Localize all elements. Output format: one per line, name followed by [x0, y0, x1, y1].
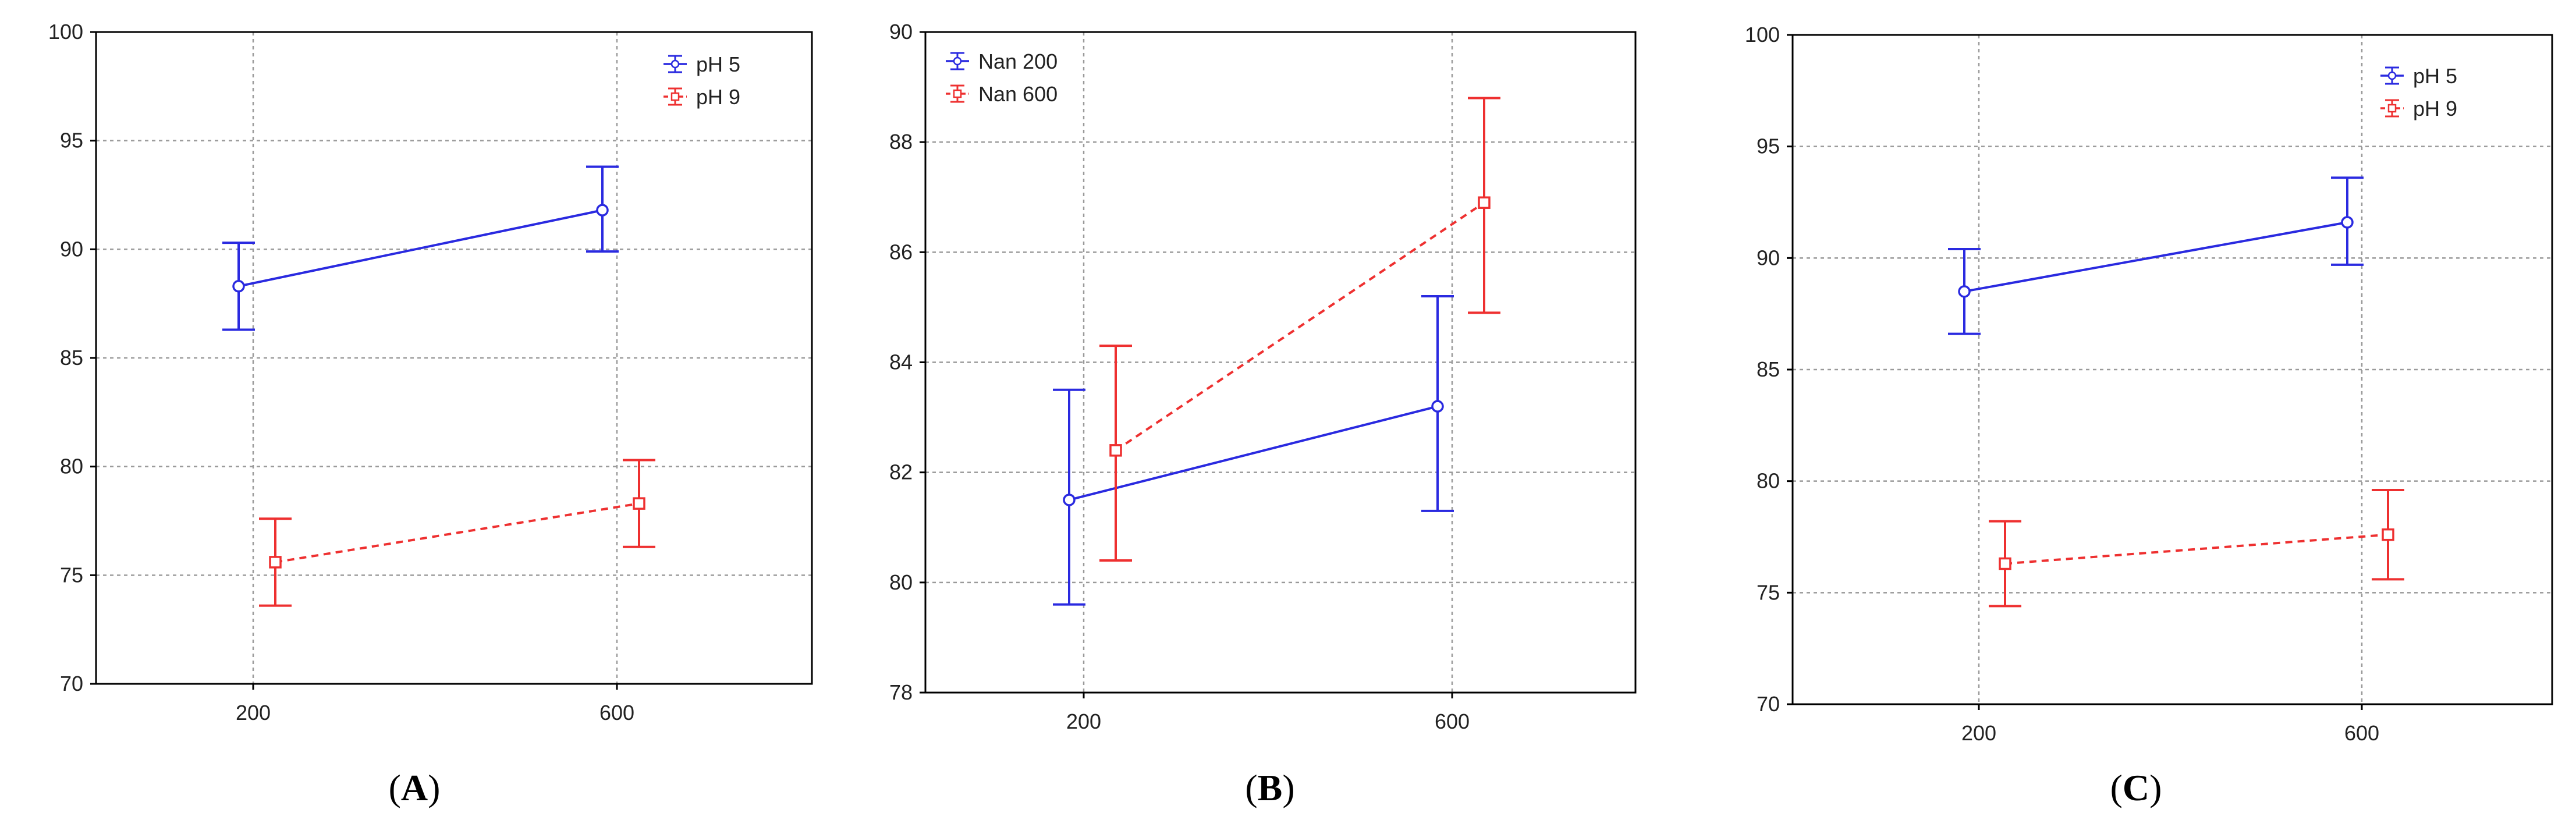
legend-label: pH 5: [696, 52, 740, 76]
x-tick-label: 600: [1435, 709, 1470, 733]
data-point-marker: [1999, 557, 2011, 570]
legend-marker-swatch: [953, 89, 962, 98]
data-point-marker: [1063, 494, 1076, 506]
data-point-marker: [1958, 285, 1971, 298]
y-tick-label: 100: [48, 20, 83, 44]
y-tick-label: 82: [889, 460, 913, 484]
chart-panel-c: 70 75 80 85 90 95 100 200 600 pH 5 pH 9: [1745, 23, 2553, 745]
legend-label: pH 5: [2413, 64, 2457, 88]
y-tick-label: 78: [889, 680, 913, 704]
chart-panel-b: 78 80 82 84 86 88 90 200 600 Nan 200 Nan 600: [889, 20, 1637, 733]
legend-label: Nan 200: [978, 49, 1058, 73]
y-tick-label: 85: [1757, 357, 1780, 381]
x-tick-label: 200: [236, 701, 271, 725]
series-line: [1964, 221, 2348, 293]
series-line: [1115, 201, 1485, 452]
y-tick-label: 86: [889, 240, 913, 264]
panel-label-c: (C): [2110, 767, 2162, 808]
legend-label: Nan 600: [978, 82, 1058, 106]
series-line: [1069, 405, 1438, 501]
y-tick-label: 95: [60, 129, 83, 152]
y-tick-label: 75: [60, 563, 83, 587]
y-tick-label: 84: [889, 350, 913, 374]
panel-label-a: (A): [389, 767, 441, 808]
series-line: [2004, 533, 2389, 565]
data-point-marker: [1431, 400, 1444, 413]
y-tick-label: 75: [1757, 580, 1780, 604]
chart-panel-a: 70 75 80 85 90 95 100 200 600 pH 5 pH 9: [48, 20, 813, 725]
legend-label: pH 9: [696, 85, 740, 109]
legend-label: pH 9: [2413, 97, 2457, 120]
series-line: [275, 502, 640, 563]
data-point-marker: [1109, 444, 1122, 457]
legend-marker-swatch: [670, 59, 680, 69]
x-tick-label: 200: [1961, 721, 1996, 745]
y-tick-label: 80: [889, 570, 913, 594]
y-tick-label: 70: [1757, 692, 1780, 716]
y-tick-label: 80: [1757, 469, 1780, 493]
data-point-marker: [269, 556, 282, 569]
y-tick-label: 90: [889, 20, 913, 44]
legend-marker-swatch: [953, 56, 962, 66]
y-tick-label: 90: [1757, 246, 1780, 269]
data-point-marker: [2341, 216, 2354, 229]
y-tick-label: 95: [1757, 134, 1780, 158]
data-point-marker: [596, 204, 609, 217]
y-tick-label: 85: [60, 346, 83, 370]
x-tick-label: 600: [2344, 721, 2379, 745]
y-tick-label: 70: [60, 672, 83, 695]
data-point-marker: [232, 280, 245, 293]
y-tick-label: 100: [1745, 23, 1780, 47]
x-tick-label: 600: [599, 701, 634, 725]
y-tick-label: 88: [889, 130, 913, 154]
panel-label-b: (B): [1245, 767, 1294, 808]
series-line: [238, 209, 603, 288]
legend-marker-swatch: [2387, 104, 2397, 113]
y-tick-label: 90: [60, 237, 83, 261]
x-tick-label: 200: [1066, 709, 1101, 733]
data-point-marker: [2382, 528, 2394, 541]
legend-marker-swatch: [670, 92, 680, 101]
y-tick-label: 80: [60, 455, 83, 478]
data-point-marker: [1478, 196, 1491, 209]
legend-marker-swatch: [2387, 71, 2397, 80]
data-point-marker: [633, 497, 645, 510]
